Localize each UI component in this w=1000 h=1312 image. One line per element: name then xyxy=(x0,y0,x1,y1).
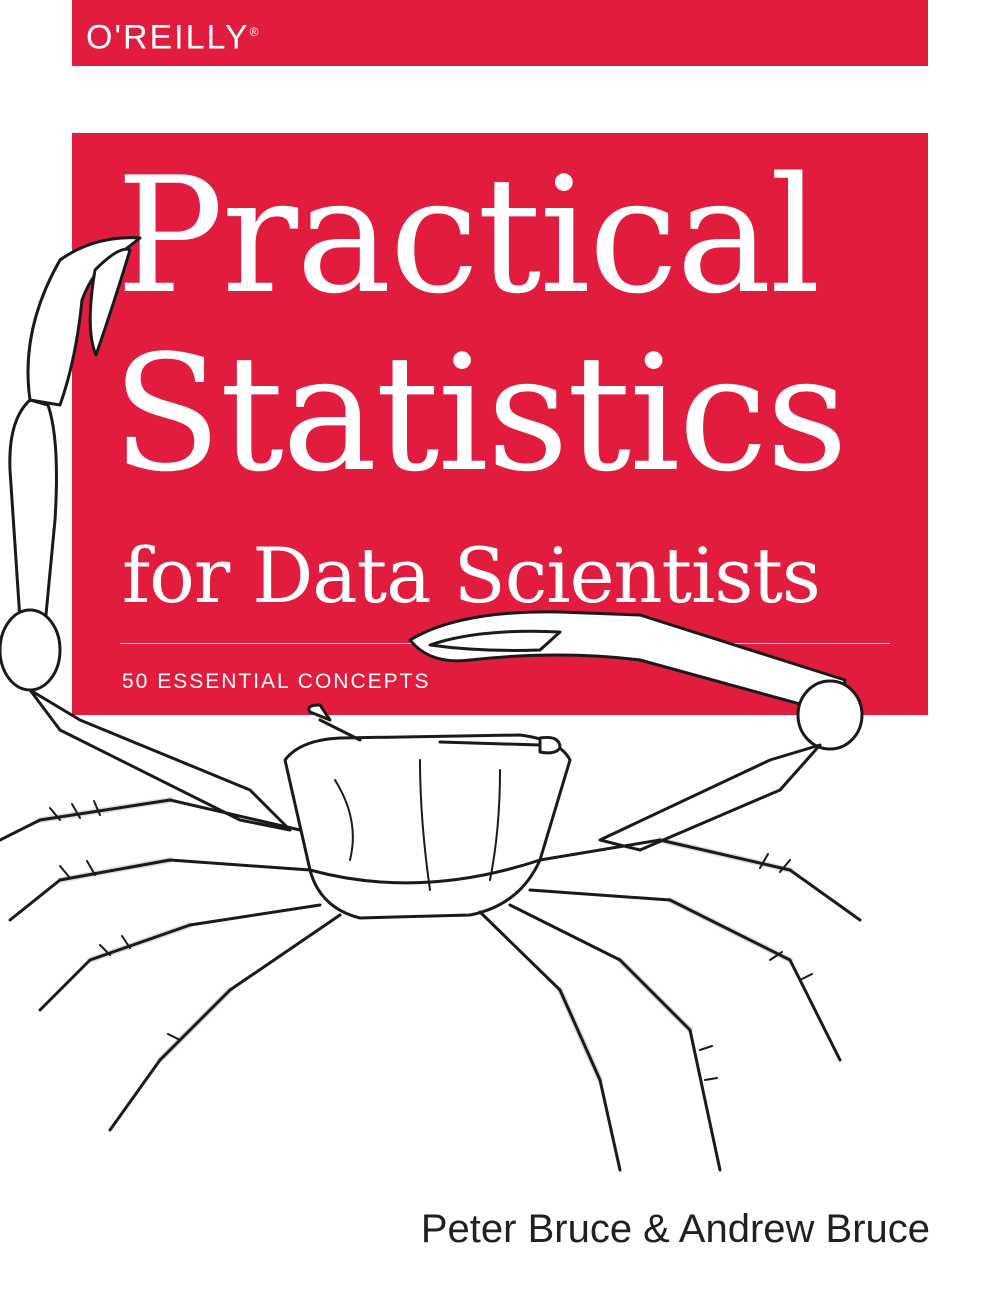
eye-stalk-right xyxy=(438,736,562,755)
left-leg-4 xyxy=(108,913,342,1132)
right-leg-3 xyxy=(508,903,722,1172)
left-claw-arm xyxy=(8,398,58,627)
left-leg-3 xyxy=(38,903,322,1012)
trademark-mark: ® xyxy=(249,25,259,39)
left-leg-1 xyxy=(0,798,302,842)
right-leg-1 xyxy=(538,838,862,922)
publisher-band: O'REILLY® xyxy=(72,0,928,66)
publisher-logo: O'REILLY® xyxy=(86,12,258,57)
right-leg-2 xyxy=(528,888,842,1062)
carapace xyxy=(283,733,572,920)
book-title-line-1: Practical xyxy=(116,142,821,329)
title-block: Practical Statistics for Data Scientists… xyxy=(72,133,928,715)
right-leg-4 xyxy=(478,910,622,1172)
title-divider xyxy=(120,643,890,644)
book-title-line-2: Statistics xyxy=(112,320,848,507)
left-leg-2 xyxy=(8,858,312,922)
book-tagline: 50 ESSENTIAL CONCEPTS xyxy=(122,670,431,693)
book-authors: Peter Bruce & Andrew Bruce xyxy=(420,1207,930,1251)
publisher-name: O'REILLY xyxy=(86,18,250,57)
left-elbow xyxy=(0,608,62,692)
book-subtitle: for Data Scientists xyxy=(122,531,821,620)
